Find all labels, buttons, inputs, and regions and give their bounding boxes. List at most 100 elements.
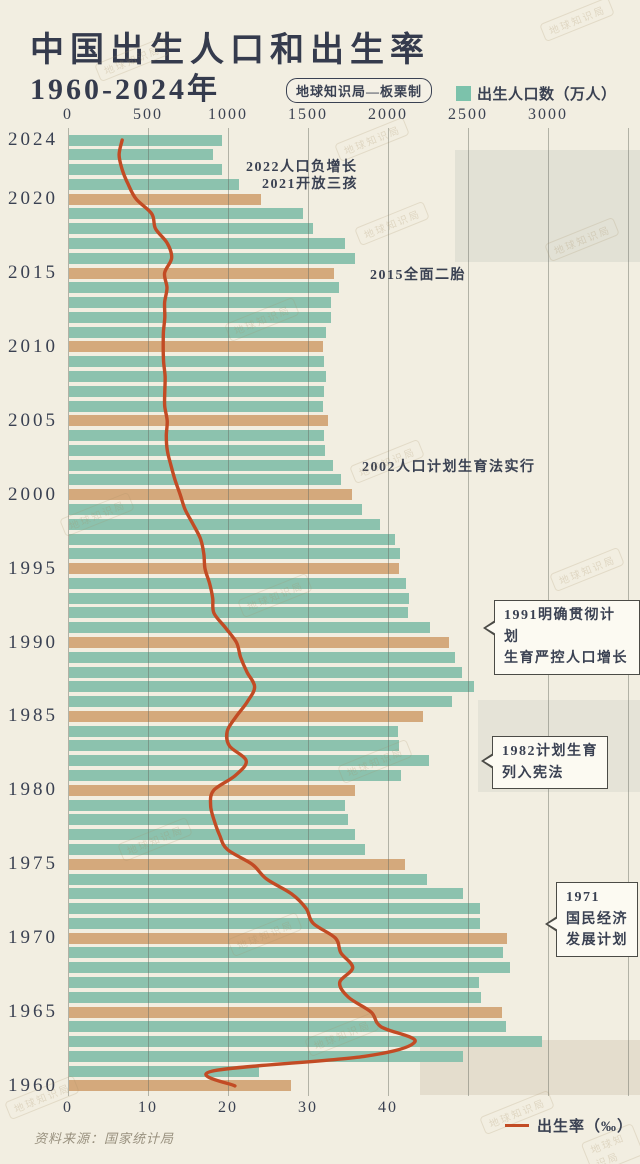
bar-1969	[69, 947, 504, 959]
bar-1978	[69, 814, 349, 826]
bar-1973	[69, 888, 464, 900]
background-shade-block	[420, 1040, 640, 1095]
y-tick-1980: 1980	[8, 779, 58, 801]
bar-2021	[69, 178, 239, 190]
annotation-1982: 1982计划生育 列入宪法	[481, 736, 608, 790]
bar-2010	[69, 341, 324, 353]
bar-1986	[69, 696, 452, 708]
y-tick-2020: 2020	[8, 188, 58, 210]
bar-2007	[69, 385, 325, 397]
legend-line-label: 出生率（‰）	[537, 1119, 634, 1135]
bar-2016	[69, 252, 355, 264]
bar-2018	[69, 223, 313, 235]
bottom-tick-20: 20	[218, 1099, 238, 1116]
bar-2014	[69, 282, 339, 294]
bar-1998	[69, 518, 380, 530]
bar-1961	[69, 1065, 259, 1077]
top-tick-500: 500	[133, 106, 163, 123]
bar-1988	[69, 666, 463, 678]
bar-1980	[69, 784, 355, 796]
bar-1983	[69, 740, 400, 752]
gridline	[308, 128, 309, 1096]
source-note: 资料来源：国家统计局	[34, 1131, 175, 1146]
annotation-1971: 1971 国民经济 发展计划	[545, 882, 638, 958]
gridline	[148, 128, 149, 1096]
top-tick-0: 0	[63, 106, 73, 123]
y-tick-2010: 2010	[8, 335, 58, 357]
bar-1965	[69, 1006, 502, 1018]
bottom-tick-0: 0	[63, 1099, 73, 1116]
bar-2022	[69, 164, 222, 176]
bar-1991	[69, 622, 431, 634]
bar-1962	[69, 1050, 463, 1062]
bar-1989	[69, 651, 456, 663]
gridline	[68, 128, 69, 1096]
top-tick-1500: 1500	[288, 106, 328, 123]
annotation-2021: 2021开放三孩	[262, 177, 358, 192]
bar-2023	[69, 149, 214, 161]
page-subtitle: 1960-2024年	[30, 73, 220, 106]
bar-1960	[69, 1080, 292, 1092]
bar-2008	[69, 370, 327, 382]
y-tick-1970: 1970	[8, 927, 58, 949]
bottom-tick-30: 30	[298, 1099, 318, 1116]
bar-2019	[69, 208, 304, 220]
bar-1977	[69, 829, 355, 841]
y-tick-1990: 1990	[8, 631, 58, 653]
y-tick-1960: 1960	[8, 1074, 58, 1096]
bar-1976	[69, 843, 366, 855]
top-tick-1000: 1000	[208, 106, 248, 123]
y-tick-2015: 2015	[8, 262, 58, 284]
bar-1966	[69, 991, 482, 1003]
gridline	[468, 128, 469, 1096]
bar-2006	[69, 400, 323, 412]
bar-2011	[69, 326, 326, 338]
bar-2024	[69, 134, 222, 146]
legend-birth-rate: 出生率（‰）	[505, 1115, 633, 1136]
bottom-tick-10: 10	[138, 1099, 158, 1116]
top-tick-3000: 3000	[528, 106, 568, 123]
bar-2015	[69, 267, 334, 279]
bar-1997	[69, 533, 396, 545]
y-tick-1975: 1975	[8, 853, 58, 875]
y-tick-2024: 2024	[8, 129, 58, 150]
bar-2003	[69, 444, 325, 456]
bar-1987	[69, 681, 474, 693]
annotation-2022: 2022人口负增长	[246, 160, 358, 175]
bar-1995	[69, 563, 400, 575]
y-tick-1985: 1985	[8, 705, 58, 727]
bar-2001	[69, 474, 342, 486]
author-badge: 地球知识局—板栗制	[286, 78, 433, 103]
bar-2020	[69, 193, 262, 205]
background-shade-block	[455, 150, 640, 262]
bar-2005	[69, 415, 328, 427]
line-swatch-icon	[505, 1123, 529, 1128]
top-tick-2000: 2000	[368, 106, 408, 123]
y-tick-1965: 1965	[8, 1001, 58, 1023]
legend-bar-label: 出生人口数（万人）	[477, 87, 617, 103]
bar-2017	[69, 237, 345, 249]
page-title: 中国出生人口和出生率	[30, 32, 430, 69]
bar-1990	[69, 637, 449, 649]
bar-1996	[69, 548, 400, 560]
bar-2002	[69, 459, 333, 471]
annotation-1991: 1991明确贯彻计划 生育严控人口增长	[483, 600, 640, 676]
gridline	[228, 128, 229, 1096]
bar-1967	[69, 976, 480, 988]
bar-1975	[69, 858, 406, 870]
y-tick-1995: 1995	[8, 557, 58, 579]
bar-1964	[69, 1021, 506, 1033]
y-tick-2000: 2000	[8, 483, 58, 505]
top-tick-2500: 2500	[448, 106, 488, 123]
bar-1984	[69, 725, 398, 737]
watermark-stamp: 地球知识局	[539, 0, 615, 43]
bar-2004	[69, 430, 324, 442]
legend-birth-population: 出生人口数（万人）	[456, 83, 617, 104]
bar-1992	[69, 607, 409, 619]
bar-1979	[69, 799, 346, 811]
annotation-2002: 2002人口计划生育法实行	[362, 460, 536, 475]
y-tick-2005: 2005	[8, 409, 58, 431]
bar-2009	[69, 356, 324, 368]
bar-1985	[69, 710, 423, 722]
